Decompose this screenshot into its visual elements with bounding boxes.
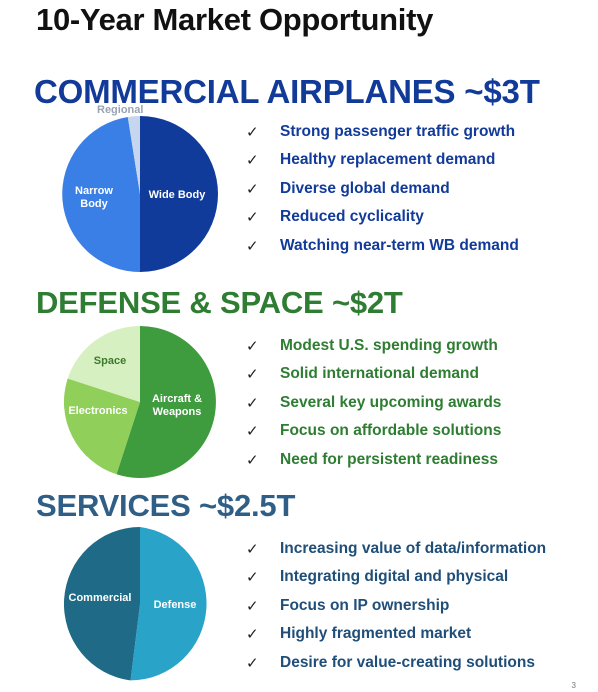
pie-slice-regional: [127, 116, 140, 194]
checkmark-icon: ✓: [246, 179, 259, 198]
pie-slice-aircraft-weapons: [116, 326, 216, 478]
commercial-airplanes-heading: COMMERCIAL AIRPLANES ~$3T: [34, 73, 540, 110]
bullet-text: Need for persistent readiness: [280, 450, 498, 468]
pie-slice-narrow-body: [62, 117, 140, 272]
checkmark-icon: ✓: [246, 540, 259, 558]
pie-label-wide-body: Wide Body: [149, 189, 207, 201]
list-item: ✓ Modest U.S. spending growth: [246, 332, 501, 360]
list-item: ✓ Strong passenger traffic growth: [246, 118, 519, 146]
list-item: ✓ Increasing value of data/information: [246, 535, 546, 563]
pie-label-regional: Regional: [97, 104, 144, 116]
list-item: ✓ Highly fragmented market: [246, 620, 546, 648]
pie-label-commercial: Commercial: [69, 592, 132, 604]
pie-slice-wide-body: [140, 116, 218, 272]
list-item: ✓ Diverse global demand: [246, 175, 519, 203]
list-item: ✓ Need for persistent readiness: [246, 446, 501, 474]
list-item: ✓ Focus on IP ownership: [246, 592, 546, 620]
checkmark-icon: ✓: [246, 123, 259, 141]
checkmark-icon: ✓: [246, 151, 259, 170]
list-item: ✓ Watching near-term WB demand: [246, 232, 519, 260]
list-item: ✓ Healthy replacement demand: [246, 146, 519, 174]
bullet-text: Focus on IP ownership: [280, 596, 450, 614]
list-item: ✓ Several key upcoming awards: [246, 389, 501, 417]
defense-pie-chart: Space Electronics Aircraft & Weapons: [64, 326, 216, 478]
page-title: 10-Year Market Opportunity: [36, 2, 434, 37]
bullet-text: Reduced cyclicality: [280, 208, 424, 226]
list-item: ✓ Solid international demand: [246, 360, 501, 388]
pie-label-aircraft-weapons-2: Weapons: [153, 406, 202, 418]
list-item: ✓ Reduced cyclicality: [246, 203, 519, 231]
services-bullet-list: ✓ Increasing value of data/information ✓ I…: [246, 535, 546, 677]
checkmark-icon: ✓: [246, 422, 259, 441]
checkmark-icon: ✓: [246, 568, 259, 587]
pie-slice-commercial: [64, 527, 140, 681]
checkmark-icon: ✓: [246, 337, 259, 355]
list-item: ✓ Desire for value-creating solutions: [246, 649, 546, 677]
commercial-bullet-list: ✓ Strong passenger traffic growth ✓ Health…: [246, 118, 519, 260]
checkmark-icon: ✓: [246, 450, 259, 469]
pie-label-narrow-body-1: Narrow: [75, 185, 113, 197]
commercial-pie-chart: Narrow Body Wide Body: [62, 116, 218, 272]
bullet-text: Solid international demand: [280, 365, 479, 383]
pie-slice-defense: [130, 527, 207, 681]
page-number: 3: [571, 681, 576, 690]
bullet-text: Integrating digital and physical: [280, 568, 509, 586]
pie-label-defense: Defense: [154, 599, 197, 611]
checkmark-icon: ✓: [246, 596, 259, 615]
checkmark-icon: ✓: [246, 625, 259, 644]
list-item: ✓ Integrating digital and physical: [246, 563, 546, 591]
bullet-text: Strong passenger traffic growth: [280, 123, 516, 140]
bullet-text: Highly fragmented market: [280, 625, 472, 643]
pie-label-electronics: Electronics: [68, 405, 127, 417]
pie-label-narrow-body-2: Body: [80, 198, 108, 210]
bullet-text: Desire for value-creating solutions: [280, 653, 535, 671]
services-heading: SERVICES ~$2.5T: [36, 488, 296, 523]
pie-label-aircraft-weapons-1: Aircraft &: [152, 393, 202, 405]
checkmark-icon: ✓: [246, 236, 259, 255]
checkmark-icon: ✓: [246, 365, 259, 384]
bullet-text: Several key upcoming awards: [280, 393, 502, 411]
defense-bullet-list: ✓ Modest U.S. spending growth ✓ Solid inte…: [246, 332, 501, 474]
pie-label-space: Space: [94, 355, 126, 367]
services-pie-chart: Commercial Defense: [64, 527, 207, 681]
bullet-text: Watching near-term WB demand: [280, 236, 519, 254]
bullet-text: Healthy replacement demand: [280, 151, 496, 169]
checkmark-icon: ✓: [246, 653, 259, 672]
list-item: ✓ Focus on affordable solutions: [246, 417, 501, 445]
bullet-text: Increasing value of data/information: [280, 540, 547, 557]
defense-space-heading: DEFENSE & SPACE ~$2T: [36, 285, 403, 320]
bullet-text: Diverse global demand: [280, 179, 450, 197]
bullet-text: Focus on affordable solutions: [280, 422, 502, 440]
bullet-text: Modest U.S. spending growth: [280, 337, 498, 354]
checkmark-icon: ✓: [246, 393, 259, 412]
pie-slice-space: [67, 326, 140, 402]
checkmark-icon: ✓: [246, 208, 259, 227]
pie-slice-electronics: [64, 378, 140, 475]
